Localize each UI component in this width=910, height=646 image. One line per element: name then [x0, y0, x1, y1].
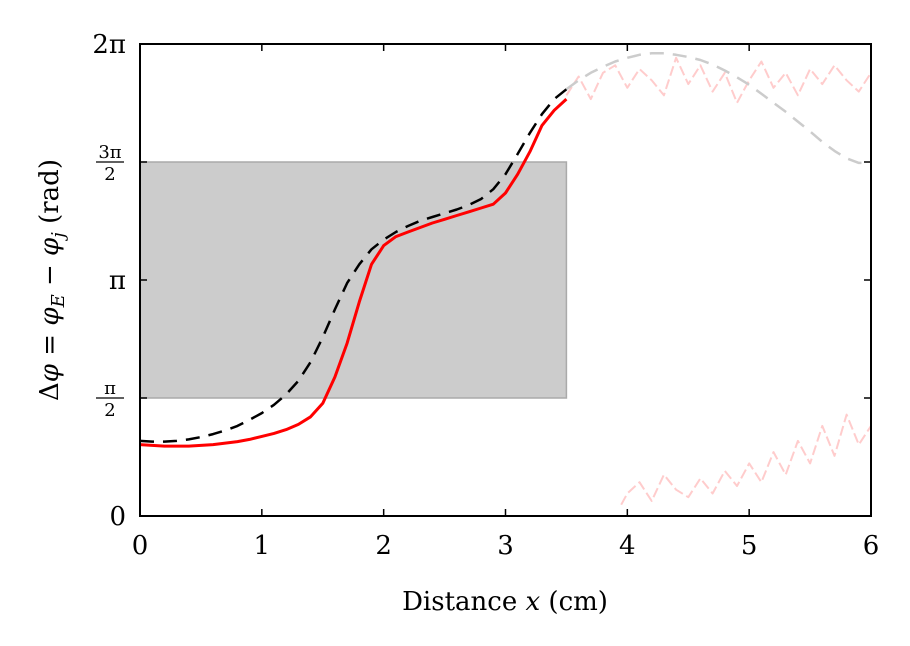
x-tick-label: 4 [619, 531, 636, 561]
x-axis-label-part: x [525, 587, 540, 617]
x-axis-label: Distance x (cm) [402, 587, 608, 617]
y-axis-label-part: Δ [35, 382, 65, 401]
x-tick-label: 3 [497, 531, 514, 561]
y-tick-label-numerator: 3π [98, 142, 121, 163]
y-axis-label-part: j [48, 232, 69, 242]
y-tick-label: 2π [92, 30, 126, 60]
measured-phase-line-faded-lower [620, 413, 871, 506]
x-axis-label-part: Distance [402, 587, 525, 617]
y-axis-label-part: φ [35, 307, 65, 326]
y-tick-label-numerator: π [104, 378, 116, 399]
y-axis-label-part: = [35, 326, 65, 364]
x-tick-label: 2 [375, 531, 392, 561]
x-ticks-layer: 0 1 2 3 4 5 6 [132, 44, 880, 561]
measured-phase-line [140, 97, 568, 448]
x-axis-label-part: (cm) [540, 587, 608, 617]
model-phase-line [140, 88, 568, 443]
series-layer [140, 52, 871, 506]
y-tick-label-denominator: 2 [104, 400, 115, 421]
x-tick-label: 0 [132, 531, 149, 561]
y-axis-label-part: − [35, 256, 65, 294]
y-tick-label: π [109, 266, 126, 296]
y-axis-label-part: E [48, 294, 69, 308]
measured-phase-line-faded-upper [565, 56, 871, 104]
y-tick-label-denominator: 2 [104, 164, 115, 185]
x-tick-label: 1 [254, 531, 271, 561]
y-axis-label: Δφ = φE − φj (rad) [35, 159, 69, 401]
model-phase-line-faded [565, 52, 871, 165]
x-tick-label: 5 [741, 531, 758, 561]
y-axis-label-part: φ [35, 237, 65, 256]
y-tick-label: 0 [109, 502, 126, 532]
x-tick-label: 6 [863, 531, 880, 561]
y-axis-label-part: φ [35, 363, 65, 382]
y-axis-label-part: (rad) [35, 159, 65, 232]
